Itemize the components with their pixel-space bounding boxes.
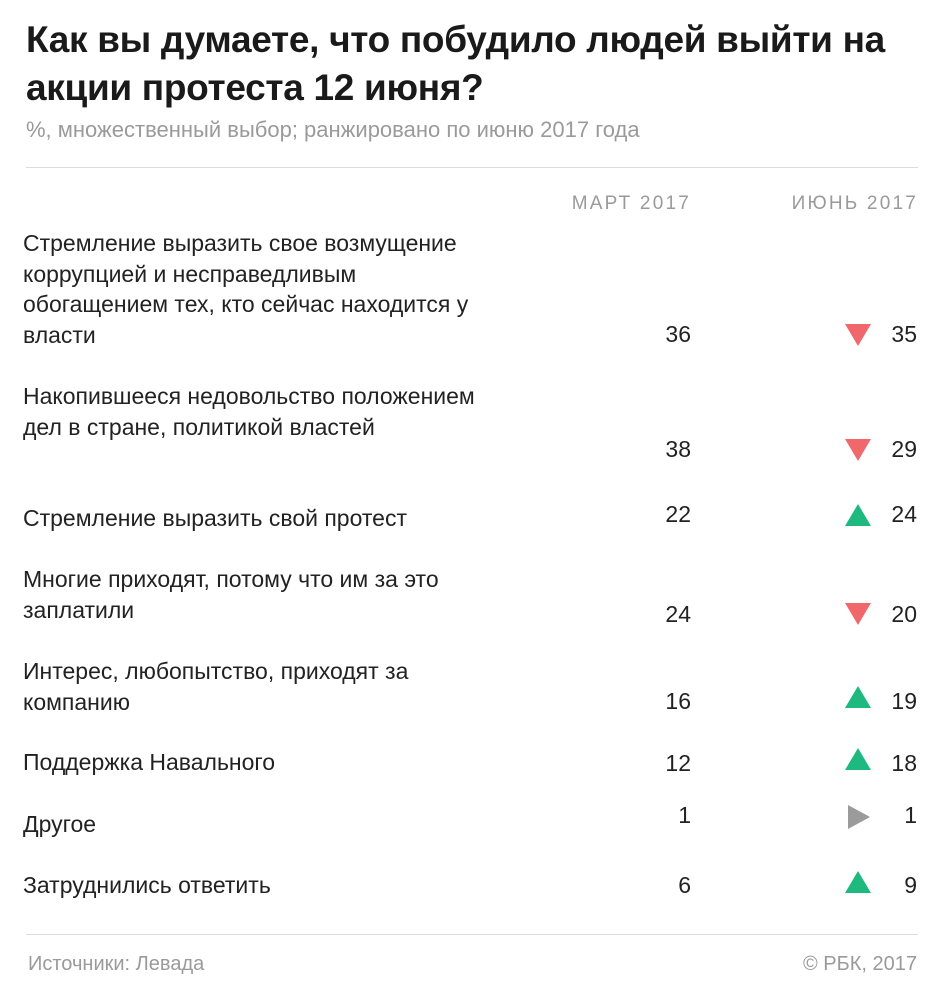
trend-same-shape bbox=[848, 805, 870, 829]
chart-title: Как вы думаете, что побудило людей выйти… bbox=[26, 19, 885, 108]
trend-up-shape bbox=[845, 686, 871, 708]
column-header-march: МАРТ 2017 bbox=[571, 193, 691, 214]
trend-up-shape bbox=[845, 871, 871, 893]
march-value: 1 bbox=[678, 802, 691, 828]
bottom-divider bbox=[26, 934, 918, 935]
trend-down-icon bbox=[843, 320, 873, 348]
trend-up-icon bbox=[843, 683, 873, 711]
row-label: Интерес, любопытство, приходят за компан… bbox=[23, 658, 409, 715]
top-divider bbox=[26, 167, 918, 168]
march-value: 24 bbox=[665, 601, 691, 627]
trend-triangle bbox=[845, 686, 871, 708]
june-value: 35 bbox=[891, 321, 917, 347]
row-label: Другое bbox=[23, 811, 97, 837]
copyright-note: © РБК, 2017 bbox=[802, 953, 917, 975]
june-value: 29 bbox=[891, 436, 917, 462]
row-label: Многие приходят, потому что им за это за… bbox=[23, 566, 439, 623]
trend-down-shape bbox=[845, 439, 871, 461]
trend-triangle bbox=[845, 748, 871, 770]
trend-down-icon bbox=[843, 435, 873, 463]
trend-down-shape bbox=[845, 603, 871, 625]
march-value: 38 bbox=[665, 436, 691, 462]
source-note: Источники: Левада bbox=[28, 953, 205, 975]
row-label: Накопившееся недовольство положением дел… bbox=[23, 383, 475, 440]
row-label: Поддержка Навального bbox=[23, 749, 276, 775]
june-value: 19 bbox=[891, 688, 917, 714]
trend-triangle bbox=[845, 871, 871, 893]
column-header-june: ИЮНЬ 2017 bbox=[791, 193, 918, 214]
march-value: 6 bbox=[678, 872, 691, 898]
trend-down-icon bbox=[843, 599, 873, 627]
row-label: Стремление выразить свой протест bbox=[23, 505, 407, 531]
trend-triangle bbox=[845, 439, 871, 461]
trend-triangle bbox=[845, 324, 871, 346]
trend-triangle bbox=[845, 504, 871, 526]
june-value: 9 bbox=[904, 872, 917, 898]
march-value: 36 bbox=[665, 321, 691, 347]
trend-up-icon bbox=[843, 501, 873, 529]
trend-same-icon bbox=[843, 803, 873, 831]
row-label: Затруднились ответить bbox=[23, 872, 271, 898]
march-value: 16 bbox=[665, 688, 691, 714]
trend-up-shape bbox=[845, 748, 871, 770]
chart-subtitle: %, множественный выбор; ранжировано по и… bbox=[26, 117, 640, 142]
june-value: 18 bbox=[891, 750, 917, 776]
june-value: 20 bbox=[891, 601, 917, 627]
march-value: 22 bbox=[665, 501, 691, 527]
trend-up-icon bbox=[843, 745, 873, 773]
trend-triangle bbox=[845, 603, 871, 625]
june-value: 1 bbox=[904, 802, 917, 828]
trend-down-shape bbox=[845, 324, 871, 346]
row-label: Стремление выразить свое возмущение корр… bbox=[23, 230, 469, 348]
trend-up-icon bbox=[843, 868, 873, 896]
trend-triangle bbox=[848, 805, 870, 829]
march-value: 12 bbox=[665, 750, 691, 776]
june-value: 24 bbox=[891, 501, 917, 527]
trend-up-shape bbox=[845, 504, 871, 526]
